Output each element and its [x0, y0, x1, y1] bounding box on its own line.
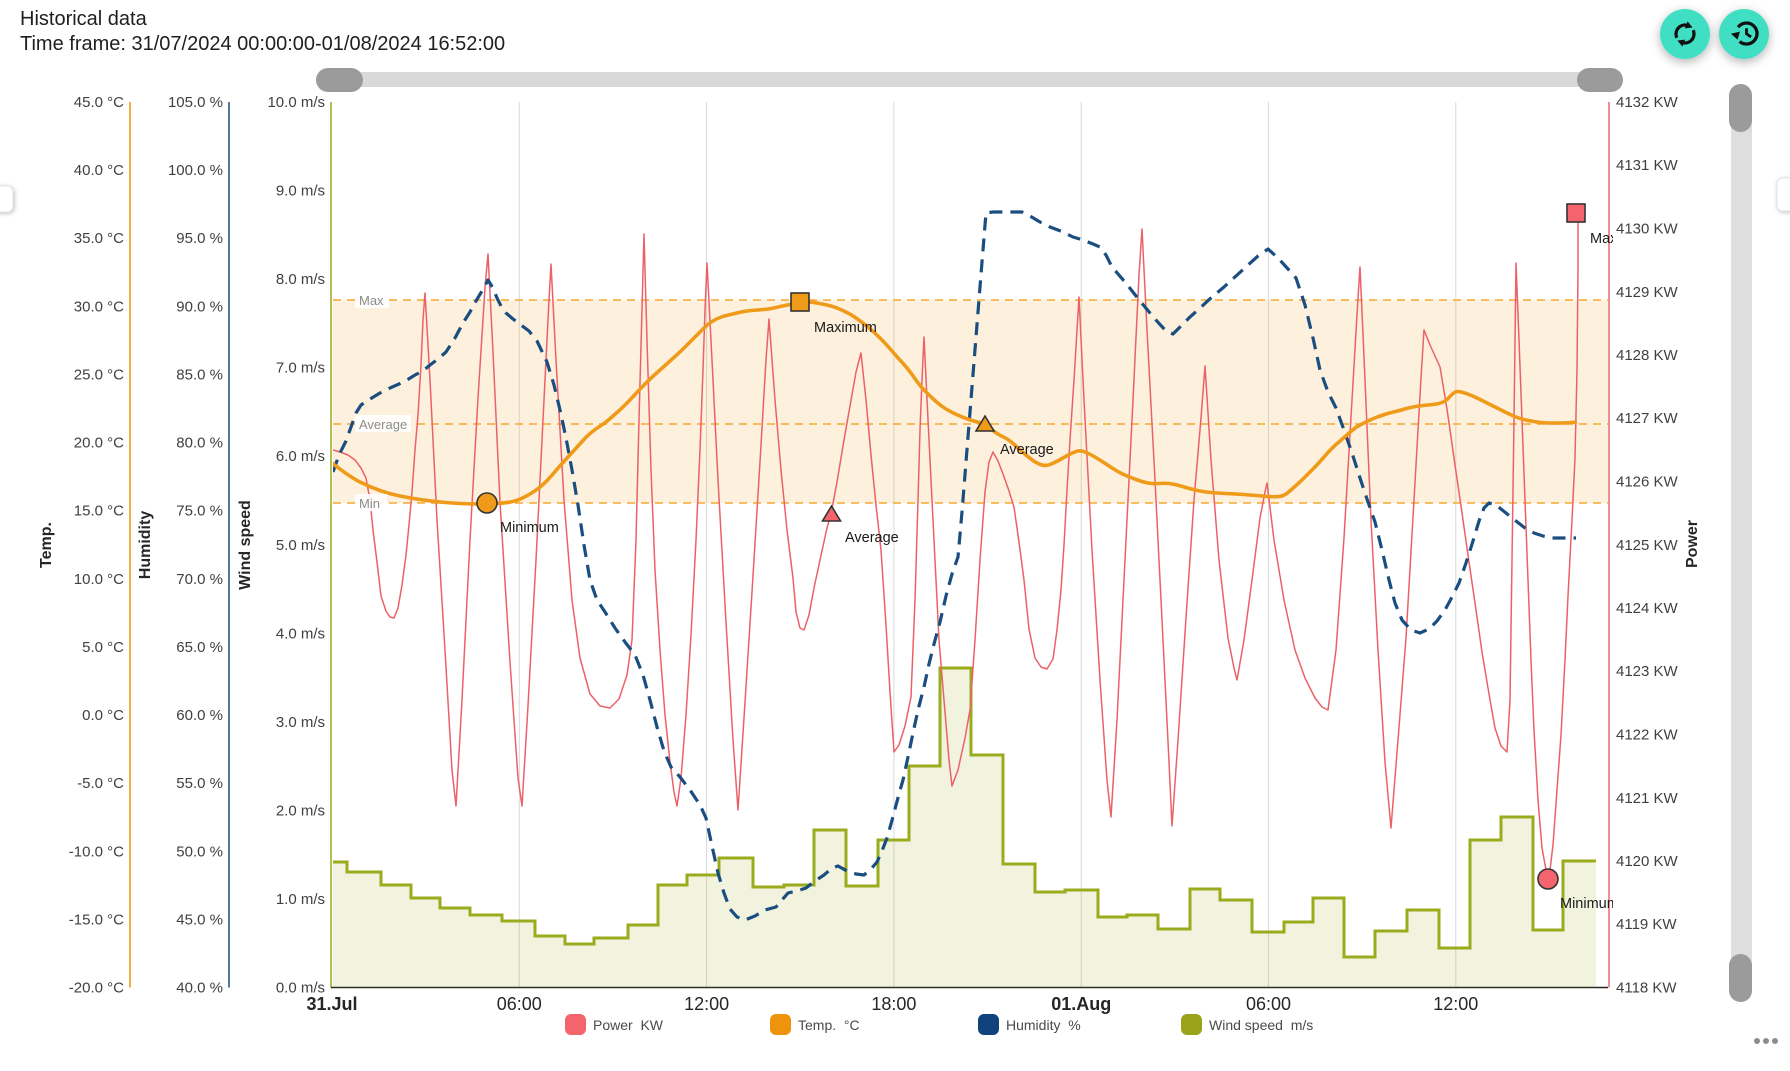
svg-text:4131 KW: 4131 KW: [1616, 157, 1679, 174]
svg-text:Historical data: Historical data: [20, 8, 148, 30]
svg-text:4124 KW: 4124 KW: [1616, 600, 1679, 617]
svg-text:105.0 %: 105.0 %: [168, 94, 223, 111]
svg-text:4121 KW: 4121 KW: [1616, 790, 1679, 807]
svg-text:65.0 %: 65.0 %: [176, 639, 223, 656]
svg-text:5.0 m/s: 5.0 m/s: [276, 537, 325, 554]
svg-text:Humidity %: Humidity %: [1006, 1017, 1081, 1033]
svg-text:Maximum: Maximum: [814, 320, 877, 336]
svg-text:4.0 m/s: 4.0 m/s: [276, 625, 325, 642]
svg-text:12:00: 12:00: [1433, 994, 1478, 1014]
svg-text:9.0 m/s: 9.0 m/s: [276, 183, 325, 200]
svg-text:Max: Max: [359, 293, 384, 308]
svg-text:Min: Min: [359, 496, 380, 511]
svg-text:4130 KW: 4130 KW: [1616, 221, 1679, 238]
svg-text:Average: Average: [845, 530, 899, 546]
svg-text:8.0 m/s: 8.0 m/s: [276, 271, 325, 288]
svg-text:50.0 %: 50.0 %: [176, 843, 223, 860]
svg-text:30.0 °C: 30.0 °C: [74, 298, 124, 315]
svg-text:31.Jul: 31.Jul: [306, 994, 357, 1014]
svg-text:70.0 %: 70.0 %: [176, 571, 223, 588]
svg-text:Average: Average: [1000, 442, 1054, 458]
svg-text:18:00: 18:00: [871, 994, 916, 1014]
svg-text:06:00: 06:00: [497, 994, 542, 1014]
svg-text:10.0 °C: 10.0 °C: [74, 571, 124, 588]
svg-text:6.0 m/s: 6.0 m/s: [276, 448, 325, 465]
svg-text:-20.0 °C: -20.0 °C: [69, 980, 124, 997]
svg-text:55.0 %: 55.0 %: [176, 775, 223, 792]
svg-text:4123 KW: 4123 KW: [1616, 663, 1679, 680]
svg-text:1.0 m/s: 1.0 m/s: [276, 891, 325, 908]
svg-text:3.0 m/s: 3.0 m/s: [276, 714, 325, 731]
svg-text:4128 KW: 4128 KW: [1616, 347, 1679, 364]
svg-text:Minimum: Minimum: [500, 520, 559, 536]
svg-text:4126 KW: 4126 KW: [1616, 474, 1679, 491]
svg-text:45.0 °C: 45.0 °C: [74, 94, 124, 111]
svg-text:Minimum: Minimum: [1560, 896, 1619, 912]
svg-text:60.0 %: 60.0 %: [176, 707, 223, 724]
svg-text:4118 KW: 4118 KW: [1616, 980, 1677, 997]
svg-text:-5.0 °C: -5.0 °C: [77, 775, 124, 792]
svg-text:Max: Max: [1590, 231, 1618, 247]
svg-text:40.0 °C: 40.0 °C: [74, 162, 124, 179]
svg-text:4120 KW: 4120 KW: [1616, 853, 1679, 870]
svg-text:Power KW: Power KW: [593, 1017, 664, 1033]
svg-text:-10.0 °C: -10.0 °C: [69, 843, 124, 860]
svg-text:4119 KW: 4119 KW: [1616, 916, 1677, 933]
svg-text:Time frame: 31/07/2024 00:00:0: Time frame: 31/07/2024 00:00:00-01/08/20…: [20, 33, 505, 55]
svg-text:01.Aug: 01.Aug: [1051, 994, 1111, 1014]
svg-text:4125 KW: 4125 KW: [1616, 537, 1679, 554]
svg-text:100.0 %: 100.0 %: [168, 162, 223, 179]
svg-text:4122 KW: 4122 KW: [1616, 727, 1679, 744]
svg-text:40.0 %: 40.0 %: [176, 980, 223, 997]
svg-text:Wind speed m/s: Wind speed m/s: [1209, 1017, 1313, 1033]
svg-text:95.0 %: 95.0 %: [176, 230, 223, 247]
svg-text:5.0 °C: 5.0 °C: [82, 639, 124, 656]
svg-text:35.0 °C: 35.0 °C: [74, 230, 124, 247]
svg-text:15.0 °C: 15.0 °C: [74, 503, 124, 520]
svg-text:Average: Average: [359, 417, 407, 432]
svg-text:2.0 m/s: 2.0 m/s: [276, 802, 325, 819]
svg-text:Humidity: Humidity: [137, 511, 154, 580]
svg-text:80.0 %: 80.0 %: [176, 435, 223, 452]
svg-text:Temp.: Temp.: [38, 522, 55, 568]
svg-text:4132 KW: 4132 KW: [1616, 94, 1679, 111]
svg-text:20.0 °C: 20.0 °C: [74, 435, 124, 452]
svg-text:45.0 %: 45.0 %: [176, 911, 223, 928]
svg-text:0.0 m/s: 0.0 m/s: [276, 980, 325, 997]
svg-text:4127 KW: 4127 KW: [1616, 410, 1679, 427]
svg-text:Power: Power: [1684, 520, 1701, 568]
svg-text:4129 KW: 4129 KW: [1616, 284, 1679, 301]
svg-text:75.0 %: 75.0 %: [176, 503, 223, 520]
svg-text:25.0 °C: 25.0 °C: [74, 367, 124, 384]
svg-text:Wind speed: Wind speed: [237, 500, 254, 590]
svg-text:85.0 %: 85.0 %: [176, 367, 223, 384]
svg-text:0.0 °C: 0.0 °C: [82, 707, 124, 724]
svg-text:7.0 m/s: 7.0 m/s: [276, 360, 325, 377]
svg-text:-15.0 °C: -15.0 °C: [69, 911, 124, 928]
svg-text:12:00: 12:00: [684, 994, 729, 1014]
svg-text:Temp. °C: Temp. °C: [798, 1017, 860, 1033]
svg-text:90.0 %: 90.0 %: [176, 298, 223, 315]
svg-text:06:00: 06:00: [1246, 994, 1291, 1014]
svg-text:10.0 m/s: 10.0 m/s: [267, 94, 325, 111]
